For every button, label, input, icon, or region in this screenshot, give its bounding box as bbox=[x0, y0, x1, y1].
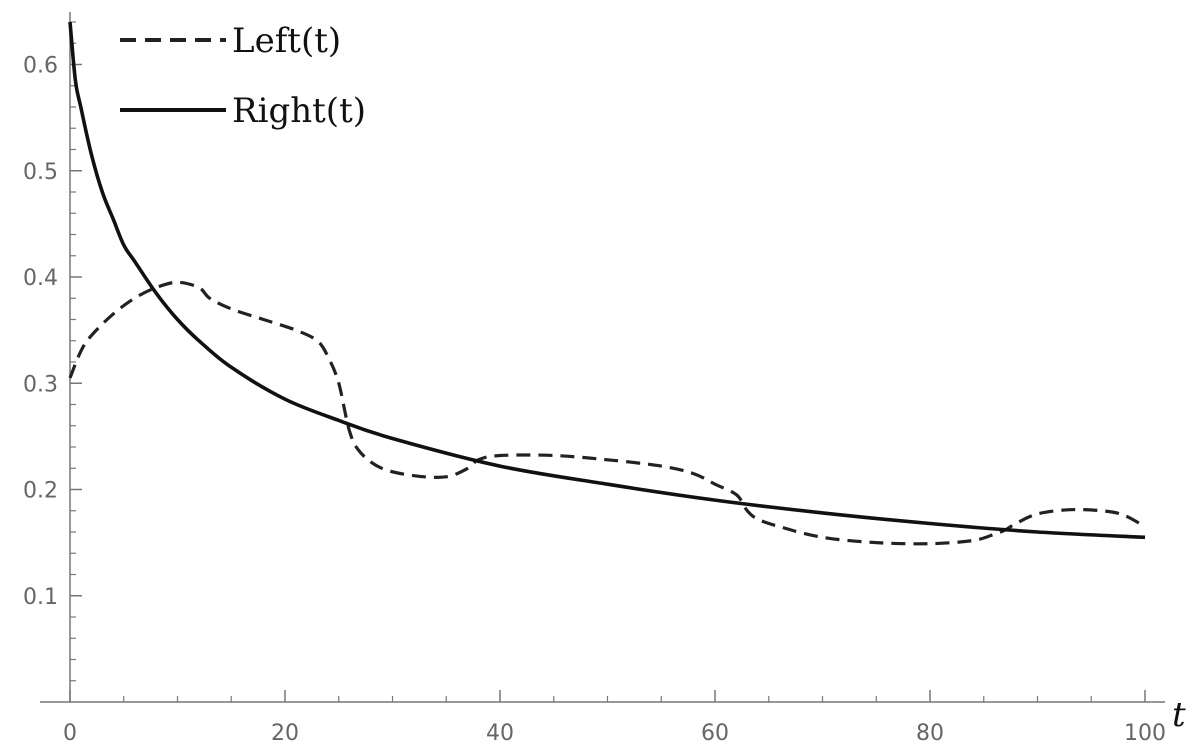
axes: 0 20 40 60 80 100 0.1 0.2 0.3 0.4 0.5 0.6 bbox=[23, 12, 1166, 746]
x-tick-label: 20 bbox=[271, 721, 299, 746]
x-tick-label: 0 bbox=[63, 721, 77, 746]
y-tick-label: 0.5 bbox=[23, 160, 58, 185]
x-tick-label: 60 bbox=[701, 721, 729, 746]
y-tick-label: 0.3 bbox=[23, 372, 58, 397]
y-tick-label: 0.1 bbox=[23, 585, 58, 610]
x-axis-label: t bbox=[1172, 695, 1186, 735]
legend-label-right: Right(t) bbox=[232, 91, 366, 131]
x-tick-label: 80 bbox=[916, 721, 944, 746]
y-tick-label: 0.2 bbox=[23, 479, 58, 504]
y-tick-label: 0.4 bbox=[23, 266, 58, 291]
series-layer bbox=[68, 21, 1146, 546]
y-tick-label: 0.6 bbox=[23, 54, 58, 79]
legend: Left(t) Right(t) bbox=[120, 21, 366, 131]
x-tick-label: 100 bbox=[1124, 721, 1166, 746]
series-line-left bbox=[68, 280, 1146, 546]
legend-label-left: Left(t) bbox=[232, 21, 341, 61]
x-tick-label: 40 bbox=[486, 721, 514, 746]
series-line-right bbox=[68, 21, 1146, 540]
